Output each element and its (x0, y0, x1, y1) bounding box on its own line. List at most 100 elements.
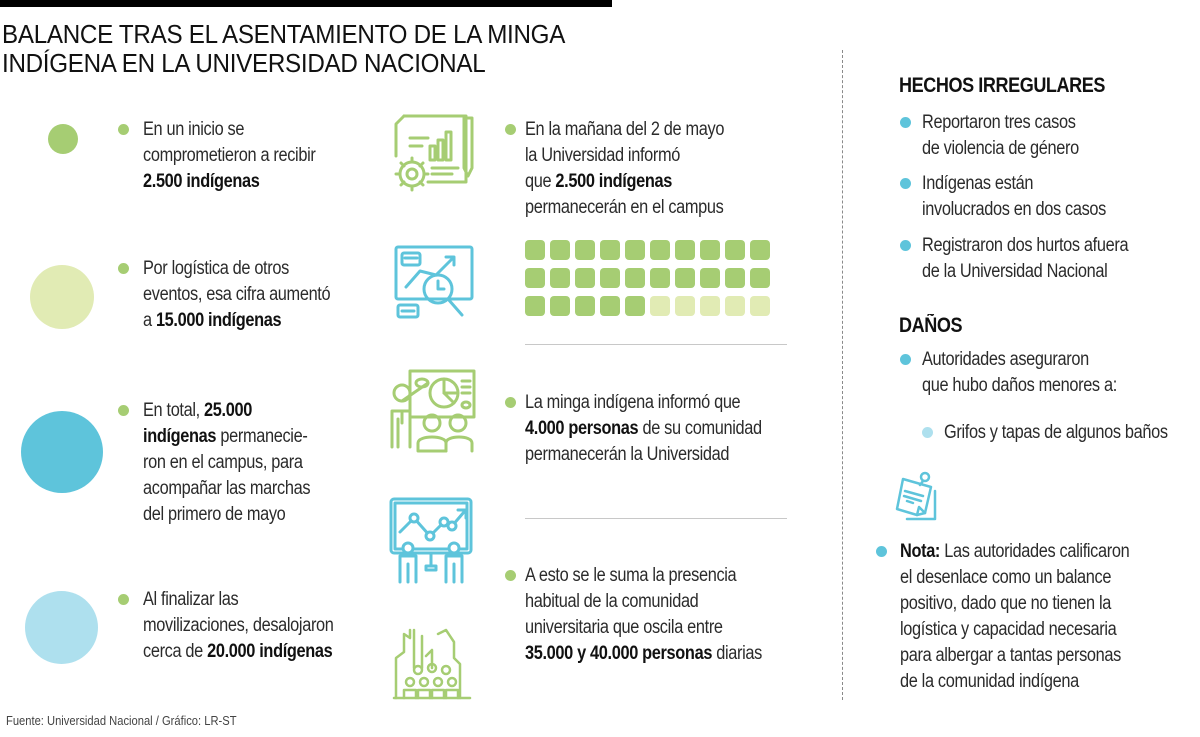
line: indígenas permanecie- (143, 426, 308, 447)
line: de violencia de género (922, 138, 1079, 159)
line: En la mañana del 2 de mayo (525, 119, 725, 140)
line: permanecerán en el campus (525, 197, 724, 218)
line: universitaria que oscila entre (525, 617, 723, 638)
left-item-1: En un inicio se comprometieron a recibir… (143, 117, 316, 195)
waffle-cell-filled (550, 296, 570, 316)
column-separator (842, 50, 843, 700)
line: Indígenas están (922, 173, 1034, 194)
line: el desenlace como un balance (900, 567, 1112, 588)
line: movilizaciones, desalojaron (143, 615, 334, 636)
line: Reportaron tres casos (922, 112, 1076, 133)
left-item-3: En total, 25.000 indígenas permanecie- r… (143, 398, 310, 528)
waffle-cell-empty (725, 296, 745, 316)
line: a 15.000 indígenas (143, 310, 282, 331)
sticky-note-icon (895, 471, 937, 521)
line: Por logística de otros (143, 258, 289, 279)
waffle-cell-filled (600, 268, 620, 288)
waffle-cell-filled (575, 268, 595, 288)
line: eventos, esa cifra aumentó (143, 284, 331, 305)
waffle-cell-filled (700, 268, 720, 288)
city-crowd-icon (392, 628, 472, 700)
line: permanecerán la Universidad (525, 444, 730, 465)
waffle-cell-filled (525, 268, 545, 288)
left-item-4: Al finalizar las movilizaciones, desaloj… (143, 587, 334, 665)
waffle-cell-filled (525, 296, 545, 316)
bullet-icon (505, 570, 516, 581)
line: Registraron dos hurtos afuera (922, 235, 1129, 256)
waffle-cell-filled (725, 240, 745, 260)
line: que hubo daños menores a: (922, 375, 1117, 396)
heading-hechos-irregulares: HECHOS IRREGULARES (899, 74, 1105, 97)
line: del primero de mayo (143, 504, 286, 525)
middle-item-2: La minga indígena informó que 4.000 pers… (525, 390, 762, 468)
bullet-icon (900, 117, 911, 128)
line: acompañar las marchas (143, 478, 311, 499)
presentation-audience-icon (390, 369, 476, 453)
line: En total, 25.000 (143, 400, 252, 421)
waffle-cell-filled (575, 296, 595, 316)
waffle-cell-filled (625, 240, 645, 260)
hechos-item-2: Indígenas están involucrados en dos caso… (922, 171, 1106, 223)
waffle-cell-filled (575, 240, 595, 260)
bullet-icon (118, 263, 129, 274)
line: comprometieron a recibir (143, 145, 316, 166)
team-chart-board-icon (389, 497, 473, 584)
line: positivo, dado que no tienen la (900, 593, 1112, 614)
line: Autoridades aseguraron (922, 349, 1089, 370)
bullet-icon (505, 397, 516, 408)
hechos-item-3: Registraron dos hurtos afuera de la Univ… (922, 233, 1129, 285)
line: de la comunidad indígena (900, 671, 1079, 692)
waffle-cell-filled (650, 240, 670, 260)
top-rule (0, 0, 612, 7)
analysis-magnifier-icon (394, 245, 474, 319)
waffle-cell-filled (650, 268, 670, 288)
report-gear-icon (394, 114, 474, 192)
line: logística y capacidad necesaria (900, 619, 1117, 640)
bullet-icon (900, 240, 911, 251)
line: involucrados en dos casos (922, 199, 1106, 220)
line: 2.500 indígenas (143, 171, 260, 192)
waffle-cell-empty (750, 296, 770, 316)
waffle-cell-filled (700, 240, 720, 260)
line: de la Universidad Nacional (922, 261, 1108, 282)
circle-15000 (30, 265, 94, 329)
nota-block: Nota: Las autoridades calificaron el des… (900, 539, 1130, 695)
middle-item-3: A esto se le suma la presencia habitual … (525, 563, 762, 667)
heading-danos: DAÑOS (899, 314, 963, 337)
title-line-1: BALANCE TRAS EL ASENTAMIENTO DE LA MINGA (2, 19, 566, 49)
waffle-cell-filled (600, 296, 620, 316)
waffle-cell-filled (625, 268, 645, 288)
title-line-2: INDÍGENA EN LA UNIVERSIDAD NACIONAL (2, 48, 486, 78)
waffle-cell-empty (675, 296, 695, 316)
nota-label: Nota: (900, 541, 941, 562)
waffle-cell-empty (650, 296, 670, 316)
waffle-cell-empty (700, 296, 720, 316)
waffle-cell-filled (550, 268, 570, 288)
bullet-icon (505, 124, 516, 135)
line: habitual de la comunidad (525, 591, 699, 612)
line: A esto se le suma la presencia (525, 565, 737, 586)
line: La minga indígena informó que (525, 392, 741, 413)
line: la Universidad informó (525, 145, 681, 166)
circle-20000 (25, 591, 98, 664)
line: para albergar a tantas personas (900, 645, 1121, 666)
line: En un inicio se (143, 119, 245, 140)
source-credit: Fuente: Universidad Nacional / Gráfico: … (6, 713, 237, 728)
divider (525, 344, 787, 345)
divider (525, 518, 787, 519)
line: ron en el campus, para (143, 452, 303, 473)
danos-subitem-1: Grifos y tapas de algunos baños (944, 422, 1168, 443)
line: que 2.500 indígenas (525, 171, 672, 192)
line: cerca de 20.000 indígenas (143, 641, 333, 662)
waffle-cell-filled (625, 296, 645, 316)
bullet-icon (118, 124, 129, 135)
waffle-cell-filled (725, 268, 745, 288)
bullet-icon (900, 354, 911, 365)
circle-25000 (21, 411, 103, 493)
bullet-icon (118, 594, 129, 605)
waffle-cell-filled (600, 240, 620, 260)
waffle-cell-filled (550, 240, 570, 260)
circle-2500 (48, 124, 78, 154)
middle-item-1: En la mañana del 2 de mayo la Universida… (525, 117, 724, 221)
waffle-cell-filled (675, 240, 695, 260)
